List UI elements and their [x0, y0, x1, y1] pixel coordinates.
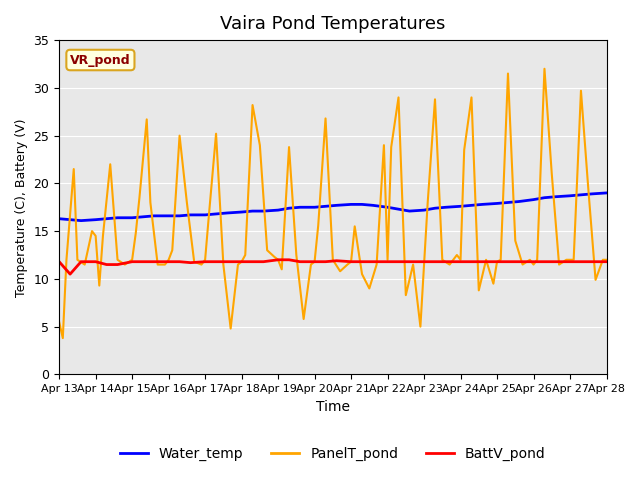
X-axis label: Time: Time [316, 400, 350, 414]
Text: VR_pond: VR_pond [70, 53, 131, 67]
Title: Vaira Pond Temperatures: Vaira Pond Temperatures [220, 15, 445, 33]
Legend: Water_temp, PanelT_pond, BattV_pond: Water_temp, PanelT_pond, BattV_pond [115, 442, 551, 467]
Y-axis label: Temperature (C), Battery (V): Temperature (C), Battery (V) [15, 118, 28, 297]
